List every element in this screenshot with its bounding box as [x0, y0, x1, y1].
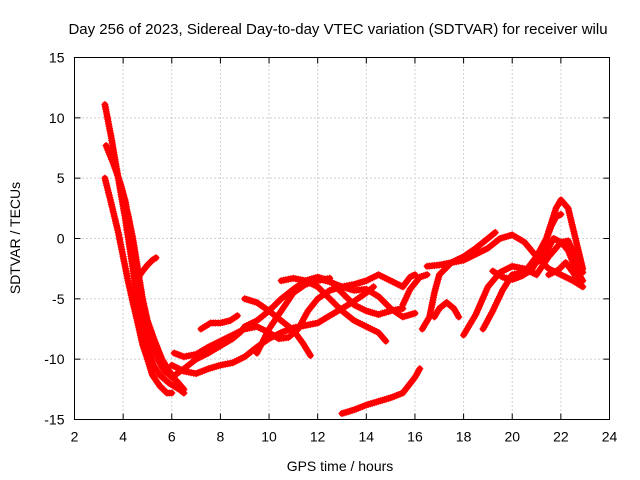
y-tick-label: -15	[44, 412, 64, 428]
x-tick-label: 2	[71, 429, 79, 445]
series-track-21	[489, 210, 565, 283]
series-track-17	[423, 231, 587, 291]
y-tick-label: -5	[52, 291, 65, 307]
y-tick-label: 0	[57, 231, 65, 247]
x-tick-label: 20	[504, 429, 520, 445]
series-markers	[134, 254, 160, 282]
series-markers	[399, 271, 431, 309]
chart-title: Day 256 of 2023, Sidereal Day-to-day VTE…	[68, 21, 607, 38]
y-axis-label: SDTVAR / TECUs	[7, 182, 23, 294]
series-markers	[430, 299, 463, 321]
series-markers	[197, 312, 241, 333]
series-markers	[338, 365, 424, 417]
series-track-13	[314, 274, 419, 321]
series-markers	[101, 174, 176, 397]
series-track-8	[170, 271, 419, 361]
series-markers	[277, 274, 390, 345]
x-tick-label: 24	[602, 429, 618, 445]
series-track-15	[399, 271, 431, 309]
x-tick-label: 8	[217, 429, 225, 445]
x-tick-label: 6	[168, 429, 176, 445]
series-track-3	[101, 174, 176, 397]
y-tick-label: 5	[57, 170, 65, 186]
y-tick-label: 10	[49, 110, 65, 126]
series-markers	[423, 231, 587, 291]
series-markers	[545, 259, 584, 288]
series-markers	[533, 235, 587, 276]
series-track-23	[545, 259, 584, 288]
series-markers	[314, 274, 419, 321]
series-track-22	[533, 235, 587, 276]
series-track-18	[430, 299, 463, 321]
y-tick-label: -10	[44, 351, 64, 367]
series-markers	[170, 271, 419, 361]
x-tick-label: 14	[359, 429, 375, 445]
x-tick-label: 4	[119, 429, 127, 445]
series-track-12	[277, 274, 390, 345]
x-tick-label: 12	[310, 429, 326, 445]
x-tick-label: 22	[553, 429, 569, 445]
data-series	[101, 101, 587, 417]
series-track-5	[134, 254, 160, 282]
series-track-14	[338, 365, 424, 417]
x-tick-label: 16	[407, 429, 423, 445]
grid	[74, 57, 610, 420]
x-tick-label: 18	[456, 429, 472, 445]
series-track-9	[197, 312, 241, 333]
series-line	[460, 239, 586, 338]
x-axis-label: GPS time / hours	[287, 458, 394, 474]
y-tick-label: 15	[49, 50, 65, 66]
series-markers	[489, 210, 565, 283]
series-track-19	[460, 238, 587, 339]
x-tick-label: 10	[261, 429, 277, 445]
